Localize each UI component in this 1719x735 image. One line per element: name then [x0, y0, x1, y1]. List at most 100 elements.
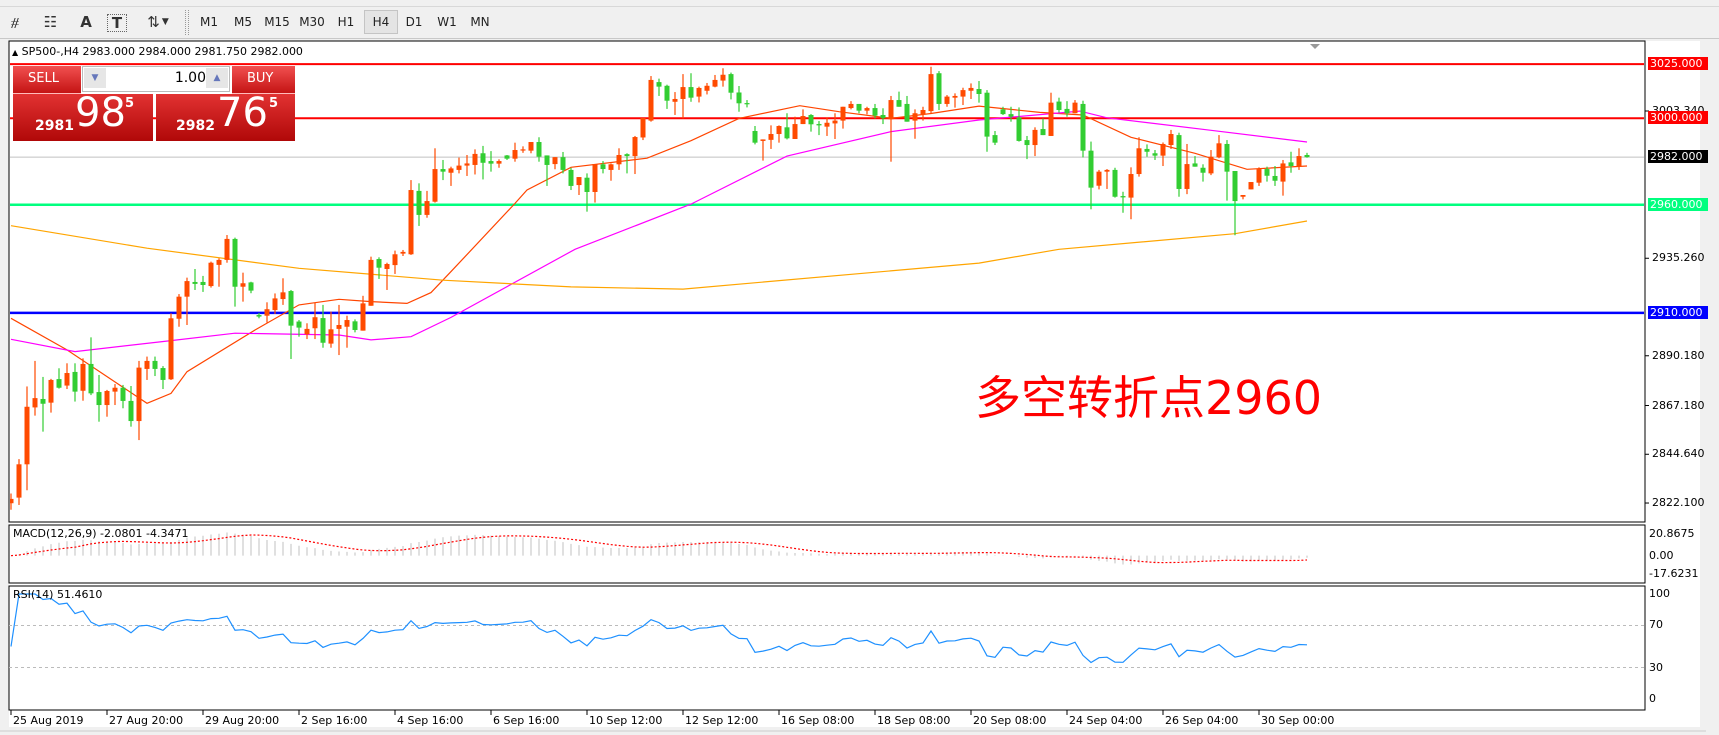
candle-body — [552, 157, 558, 165]
timeframe-m1[interactable]: M1 — [200, 15, 218, 29]
candle-body — [632, 137, 638, 157]
candle — [1064, 101, 1070, 117]
chart-annotation-text[interactable]: 多空转折点2960 — [975, 371, 1323, 425]
candle — [1016, 107, 1022, 142]
candle-body — [672, 98, 678, 102]
candle — [24, 386, 30, 491]
lot-size-input[interactable]: 1.00 — [174, 70, 206, 86]
candle — [824, 117, 830, 136]
rsi-line — [10, 593, 1308, 664]
candle-body — [1160, 143, 1166, 156]
candle-body — [1240, 195, 1246, 197]
candle — [496, 159, 502, 168]
rsi-label: RSI(14) 51.4610 — [13, 588, 103, 601]
price-level-tag: 2982.000 — [1648, 150, 1708, 164]
candle — [912, 109, 918, 139]
candle — [48, 378, 54, 413]
candle-body — [232, 238, 238, 287]
macd-axis-label: -17.6231 — [1649, 567, 1699, 580]
sell-price-button[interactable]: 2981 98 5 — [13, 90, 153, 141]
timeframe-m5[interactable]: M5 — [234, 15, 252, 29]
candle — [1240, 195, 1246, 200]
candle-body — [688, 87, 694, 98]
candle-body — [168, 318, 174, 380]
candle-body — [400, 251, 406, 254]
candle-body — [1088, 150, 1094, 188]
candle — [128, 386, 134, 427]
macd-panel-frame — [8, 524, 1646, 584]
text-label-icon[interactable]: T — [107, 14, 127, 32]
arrows-glyph: ⇅ — [147, 13, 160, 31]
candle-body — [960, 90, 966, 97]
candle-body — [976, 89, 982, 94]
candle — [1184, 143, 1190, 195]
candle — [32, 360, 38, 416]
time-axis-label: 27 Aug 20:00 — [109, 714, 184, 727]
candle — [1152, 150, 1158, 160]
candle-body — [592, 164, 598, 192]
lot-increase-button[interactable]: ▲ — [206, 68, 228, 88]
time-axis-label: 2 Sep 16:00 — [301, 714, 368, 727]
candle-body — [1144, 148, 1150, 152]
candle-body — [456, 165, 462, 170]
candle-body — [1120, 196, 1126, 198]
candle-body — [816, 124, 822, 126]
time-axis-label: 26 Sep 04:00 — [1165, 714, 1239, 727]
lot-decrease-button[interactable]: ▼ — [84, 68, 106, 88]
macd-axis-label: 20.8675 — [1649, 527, 1695, 540]
candle-body — [1208, 156, 1214, 174]
candle-body — [496, 161, 502, 164]
candle — [360, 295, 366, 331]
candle — [1088, 141, 1094, 210]
lot-size-stepper[interactable]: ▼ 1.00 ▲ — [82, 66, 230, 92]
timeframe-d1[interactable]: D1 — [405, 15, 423, 29]
candle-body — [480, 153, 486, 163]
buy-button[interactable]: BUY — [232, 66, 295, 94]
timeframe-h1[interactable]: H1 — [337, 15, 355, 29]
candle — [1024, 135, 1030, 160]
candle-body — [896, 100, 902, 107]
candle — [720, 68, 726, 87]
candle — [392, 250, 398, 274]
buy-price-button[interactable]: 2982 76 5 — [156, 90, 295, 141]
timeframe-h4[interactable]: H4 — [364, 10, 398, 34]
elliott-wave-icon[interactable]: ⧣ — [10, 13, 20, 31]
text-icon[interactable]: A — [80, 13, 92, 31]
candle-body — [1272, 175, 1278, 181]
rsi-axis-label: 100 — [1649, 587, 1670, 600]
price-axis-label: 2935.260 — [1652, 251, 1705, 265]
candle-body — [392, 254, 398, 266]
candle-body — [360, 303, 366, 331]
candle-body — [856, 103, 862, 111]
candle — [1192, 156, 1198, 167]
chevron-down-icon: ▼ — [161, 17, 169, 27]
candle-body — [424, 201, 430, 215]
candle — [792, 116, 798, 139]
rsi-axis-label: 70 — [1649, 618, 1663, 631]
timeframe-mn[interactable]: MN — [470, 15, 490, 29]
candle — [1216, 135, 1222, 159]
timeframe-w1[interactable]: W1 — [437, 15, 457, 29]
candle — [368, 256, 374, 306]
candle-body — [48, 379, 54, 403]
time-axis-label: 18 Sep 08:00 — [877, 714, 951, 727]
top-toolbar-strip — [0, 0, 1719, 7]
candle-body — [1104, 169, 1110, 172]
rsi-panel-frame — [8, 585, 1646, 711]
candle — [312, 302, 318, 340]
candle-body — [648, 79, 654, 121]
arrows-icon[interactable]: ⇅ ▼ — [145, 11, 171, 33]
fibonacci-icon[interactable]: ☷ — [43, 13, 57, 31]
candle-body — [1040, 129, 1046, 136]
candle-body — [192, 281, 198, 284]
timeframe-m30[interactable]: M30 — [299, 15, 325, 29]
candle-body — [64, 373, 70, 386]
candle-body — [864, 108, 870, 111]
price-level-tag: 2910.000 — [1648, 305, 1708, 319]
sell-button[interactable]: SELL — [13, 66, 81, 94]
toolbar-grip[interactable] — [188, 10, 191, 35]
symbol-ohlc-line: ▲ SP500-,H4 2983.000 2984.000 2981.750 2… — [12, 45, 303, 58]
timeframe-m15[interactable]: M15 — [264, 15, 290, 29]
candle — [184, 277, 190, 326]
